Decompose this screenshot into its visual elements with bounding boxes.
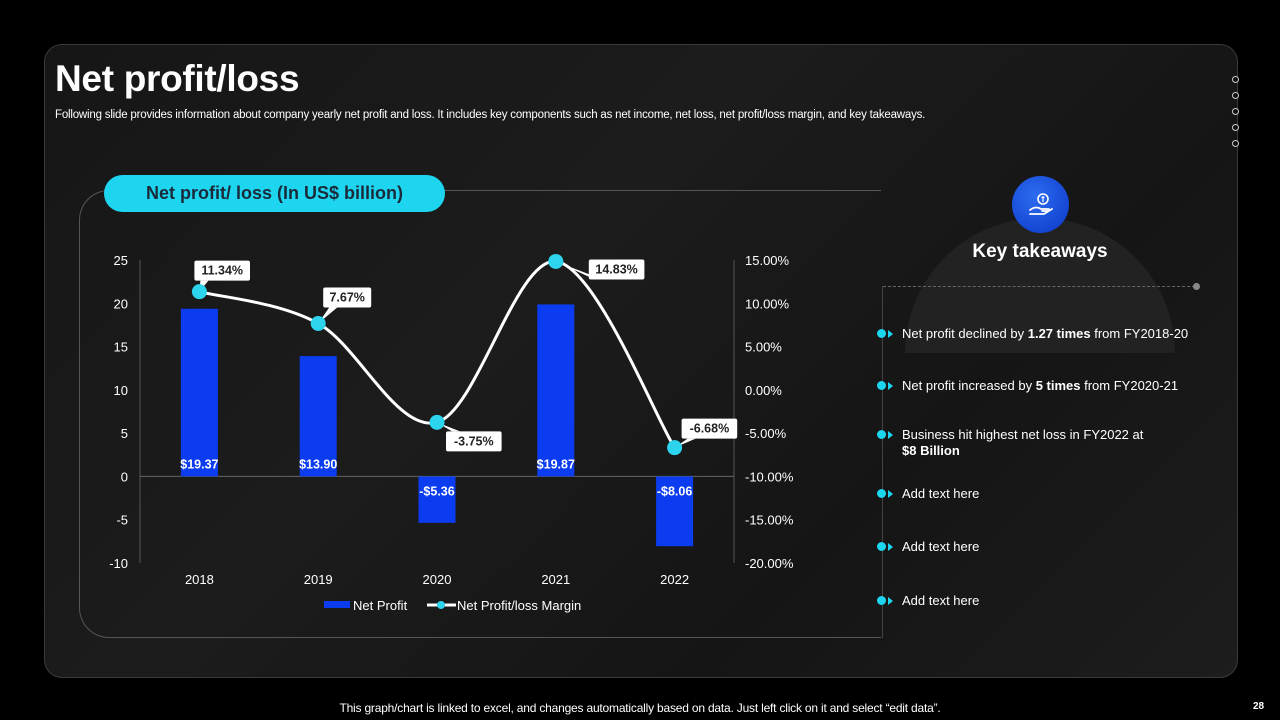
line-marker <box>310 315 326 331</box>
bullet-icon <box>877 329 886 338</box>
arrow-right-icon <box>888 490 893 498</box>
bar <box>418 476 456 523</box>
nav-dot[interactable] <box>1232 76 1239 83</box>
x-tick-label: 2022 <box>660 572 689 587</box>
line-data-label: 14.83% <box>595 262 637 276</box>
bar <box>656 476 694 547</box>
takeaway-item: Add text here <box>877 486 979 502</box>
hand-money-icon <box>1012 176 1069 233</box>
takeaway-item: Business hit highest net loss in FY2022 … <box>877 427 1143 459</box>
nav-dot[interactable] <box>1232 140 1239 147</box>
bar-data-label: -$5.36 <box>419 484 454 498</box>
divider-endpoint <box>1193 283 1200 290</box>
takeaway-item: Net profit increased by 5 times from FY2… <box>877 378 1178 394</box>
chart-title: Net profit/ loss (In US$ billion) <box>104 175 445 212</box>
legend-swatch-bar <box>324 601 350 608</box>
y-tick-left: 0 <box>121 469 128 484</box>
takeaway-text: Add text here <box>902 486 980 501</box>
y-tick-right: 5.00% <box>745 340 782 355</box>
bar <box>180 308 218 477</box>
slide-nav-dots <box>1232 76 1240 156</box>
line-marker <box>667 440 683 456</box>
y-tick-right: -5.00% <box>745 426 787 441</box>
slide-panel <box>44 44 1238 678</box>
line-marker <box>191 284 207 300</box>
takeaway-text: Add text here <box>902 539 980 554</box>
page-number: 28 <box>1253 701 1265 712</box>
x-tick-label: 2021 <box>541 572 570 587</box>
arrow-right-icon <box>888 330 893 338</box>
page-title: Net profit/loss <box>55 58 300 99</box>
takeaways-vertical-divider <box>882 286 883 638</box>
callout-box <box>194 260 250 281</box>
takeaway-item: Add text here <box>877 593 979 609</box>
arrow-right-icon <box>888 543 893 551</box>
takeaway-item: Add text here <box>877 539 979 555</box>
bar-data-label: -$8.06 <box>657 484 692 498</box>
callout-box <box>681 418 738 439</box>
bar <box>299 356 337 477</box>
y-tick-right: -10.00% <box>745 469 794 484</box>
y-tick-right: 10.00% <box>745 296 790 311</box>
footer-note: This graph/chart is linked to excel, and… <box>339 701 941 715</box>
x-tick-label: 2020 <box>423 572 452 587</box>
takeaways-divider <box>883 286 1195 287</box>
takeaway-text: Net profit declined by 1.27 times from F… <box>902 326 1189 341</box>
bar-data-label: $13.90 <box>299 457 337 471</box>
takeaway-item: Net profit declined by 1.27 times from F… <box>877 326 1188 342</box>
bar-data-label: $19.37 <box>180 457 218 471</box>
nav-dot[interactable] <box>1232 92 1239 99</box>
bullet-icon <box>877 489 886 498</box>
legend-label: Net Profit <box>353 598 408 613</box>
takeaway-text: Net profit increased by 5 times from FY2… <box>902 378 1179 393</box>
y-tick-left: -5 <box>116 513 128 528</box>
legend-label: Net Profit/loss Margin <box>457 598 581 613</box>
bar-data-label: $19.87 <box>537 457 575 471</box>
bar <box>537 304 575 477</box>
nav-dot[interactable] <box>1232 124 1239 131</box>
y-tick-right: -20.00% <box>745 556 794 571</box>
chart-frame <box>79 190 881 638</box>
line-data-label: 7.67% <box>329 290 364 304</box>
y-tick-right: 15.00% <box>745 253 790 268</box>
y-tick-left: 5 <box>121 426 128 441</box>
y-tick-left: 25 <box>114 253 128 268</box>
nav-dot[interactable] <box>1232 108 1239 115</box>
bullet-icon <box>877 542 886 551</box>
y-tick-right: 0.00% <box>745 383 782 398</box>
callout-box <box>446 431 502 452</box>
y-tick-left: 15 <box>114 340 128 355</box>
line-marker <box>548 253 564 269</box>
arrow-right-icon <box>888 431 893 439</box>
y-tick-right: -15.00% <box>745 513 794 528</box>
arrow-right-icon <box>888 597 893 605</box>
line-data-label: 11.34% <box>201 264 243 278</box>
line-data-label: -3.75% <box>454 434 494 448</box>
callout-box <box>323 287 372 308</box>
callout-box <box>588 259 645 280</box>
y-tick-left: 10 <box>114 383 128 398</box>
legend-swatch-marker <box>437 601 445 609</box>
line-data-label: -6.68% <box>690 422 730 436</box>
margin-line <box>199 259 676 449</box>
takeaways-title: Key takeaways <box>972 241 1108 262</box>
takeaway-text: Business hit highest net loss in FY2022 … <box>902 427 1144 458</box>
bullet-icon <box>877 430 886 439</box>
line-marker <box>429 414 445 430</box>
bullet-icon <box>877 596 886 605</box>
y-tick-left: 20 <box>114 296 128 311</box>
x-tick-label: 2019 <box>304 572 333 587</box>
y-tick-left: -10 <box>109 556 128 571</box>
x-tick-label: 2018 <box>185 572 214 587</box>
arrow-right-icon <box>888 382 893 390</box>
takeaway-text: Add text here <box>902 593 980 608</box>
bullet-icon <box>877 381 886 390</box>
page-subtitle: Following slide provides information abo… <box>55 109 926 121</box>
